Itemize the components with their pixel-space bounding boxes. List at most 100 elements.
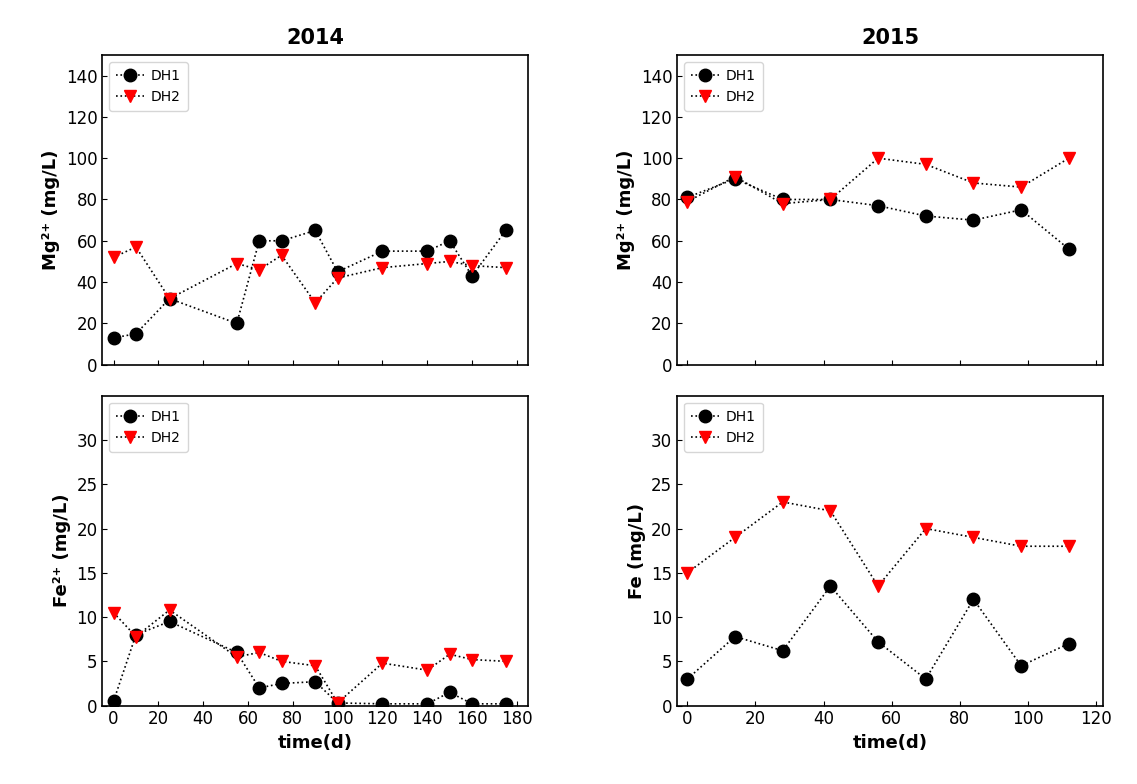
DH1 bbox=[421, 246, 434, 256]
DH2 bbox=[275, 657, 289, 666]
X-axis label: time(d): time(d) bbox=[277, 734, 352, 752]
DH2 bbox=[331, 274, 345, 283]
DH2 bbox=[230, 259, 243, 268]
Line: DH2: DH2 bbox=[107, 604, 512, 710]
Legend: DH1, DH2: DH1, DH2 bbox=[684, 62, 763, 111]
DH1 bbox=[681, 193, 695, 202]
DH1 bbox=[163, 617, 176, 626]
DH1 bbox=[130, 329, 143, 339]
DH1 bbox=[230, 319, 243, 328]
DH2 bbox=[871, 154, 885, 163]
DH1 bbox=[107, 333, 121, 343]
Legend: DH1, DH2: DH1, DH2 bbox=[684, 403, 763, 452]
DH2 bbox=[375, 263, 389, 272]
DH1 bbox=[1014, 661, 1028, 670]
DH2 bbox=[442, 256, 456, 266]
DH2 bbox=[1014, 183, 1028, 192]
DH2 bbox=[421, 666, 434, 675]
DH2 bbox=[465, 655, 479, 664]
DH2 bbox=[919, 524, 932, 533]
DH1 bbox=[728, 632, 741, 641]
DH1 bbox=[775, 646, 789, 655]
DH2 bbox=[499, 263, 513, 272]
Line: DH2: DH2 bbox=[681, 152, 1076, 210]
DH2 bbox=[252, 648, 266, 657]
DH1 bbox=[728, 174, 741, 183]
DH1 bbox=[308, 677, 322, 687]
DH2 bbox=[499, 657, 513, 666]
DH2 bbox=[681, 568, 695, 578]
DH1 bbox=[375, 246, 389, 256]
DH2 bbox=[442, 650, 456, 659]
DH2 bbox=[252, 265, 266, 274]
DH2 bbox=[130, 632, 143, 641]
X-axis label: time(d): time(d) bbox=[853, 734, 928, 752]
DH1 bbox=[871, 201, 885, 210]
DH1 bbox=[442, 236, 456, 245]
DH2 bbox=[823, 506, 837, 516]
DH1 bbox=[275, 236, 289, 245]
Line: DH1: DH1 bbox=[107, 224, 512, 344]
DH1 bbox=[421, 699, 434, 709]
Title: 2014: 2014 bbox=[287, 27, 345, 48]
DH2 bbox=[275, 251, 289, 260]
DH1 bbox=[107, 696, 121, 706]
DH1 bbox=[252, 236, 266, 245]
DH2 bbox=[728, 172, 741, 181]
DH1 bbox=[252, 683, 266, 692]
DH1 bbox=[499, 699, 513, 709]
DH1 bbox=[966, 594, 980, 604]
DH2 bbox=[308, 661, 322, 670]
DH1 bbox=[465, 271, 479, 281]
Y-axis label: Fe (mg/L): Fe (mg/L) bbox=[628, 503, 646, 599]
DH2 bbox=[775, 199, 789, 209]
DH1 bbox=[130, 630, 143, 640]
Legend: DH1, DH2: DH1, DH2 bbox=[109, 62, 188, 111]
DH1 bbox=[919, 674, 932, 684]
DH1 bbox=[163, 294, 176, 303]
DH2 bbox=[465, 261, 479, 270]
DH1 bbox=[871, 637, 885, 647]
Y-axis label: Fe²⁺ (mg/L): Fe²⁺ (mg/L) bbox=[52, 494, 70, 608]
DH2 bbox=[871, 582, 885, 591]
DH1 bbox=[308, 226, 322, 235]
DH1 bbox=[1062, 639, 1076, 648]
Line: DH1: DH1 bbox=[107, 615, 512, 710]
DH1 bbox=[331, 699, 345, 708]
Legend: DH1, DH2: DH1, DH2 bbox=[109, 403, 188, 452]
DH2 bbox=[107, 608, 121, 617]
DH1 bbox=[275, 679, 289, 688]
DH1 bbox=[823, 194, 837, 204]
DH1 bbox=[966, 216, 980, 225]
DH1 bbox=[375, 699, 389, 709]
DH2 bbox=[1062, 542, 1076, 551]
DH2 bbox=[130, 242, 143, 252]
DH2 bbox=[308, 298, 322, 307]
DH1 bbox=[681, 674, 695, 684]
DH1 bbox=[499, 226, 513, 235]
DH2 bbox=[681, 197, 695, 206]
Line: DH2: DH2 bbox=[681, 495, 1076, 593]
DH1 bbox=[1014, 205, 1028, 215]
Y-axis label: Mg²⁺ (mg/L): Mg²⁺ (mg/L) bbox=[42, 150, 60, 270]
DH2 bbox=[163, 294, 176, 303]
DH2 bbox=[1014, 542, 1028, 551]
DH1 bbox=[823, 582, 837, 591]
DH2 bbox=[163, 605, 176, 615]
Line: DH1: DH1 bbox=[681, 580, 1076, 685]
Line: DH2: DH2 bbox=[107, 241, 512, 309]
DH2 bbox=[375, 659, 389, 668]
DH1 bbox=[1062, 245, 1076, 254]
DH2 bbox=[230, 652, 243, 662]
Y-axis label: Mg²⁺ (mg/L): Mg²⁺ (mg/L) bbox=[617, 150, 634, 270]
DH2 bbox=[107, 252, 121, 262]
DH1 bbox=[230, 648, 243, 657]
DH2 bbox=[823, 194, 837, 204]
Title: 2015: 2015 bbox=[861, 27, 919, 48]
DH1 bbox=[331, 267, 345, 277]
DH2 bbox=[775, 497, 789, 506]
DH1 bbox=[465, 699, 479, 709]
DH2 bbox=[966, 178, 980, 187]
DH2 bbox=[728, 532, 741, 542]
DH2 bbox=[421, 259, 434, 268]
